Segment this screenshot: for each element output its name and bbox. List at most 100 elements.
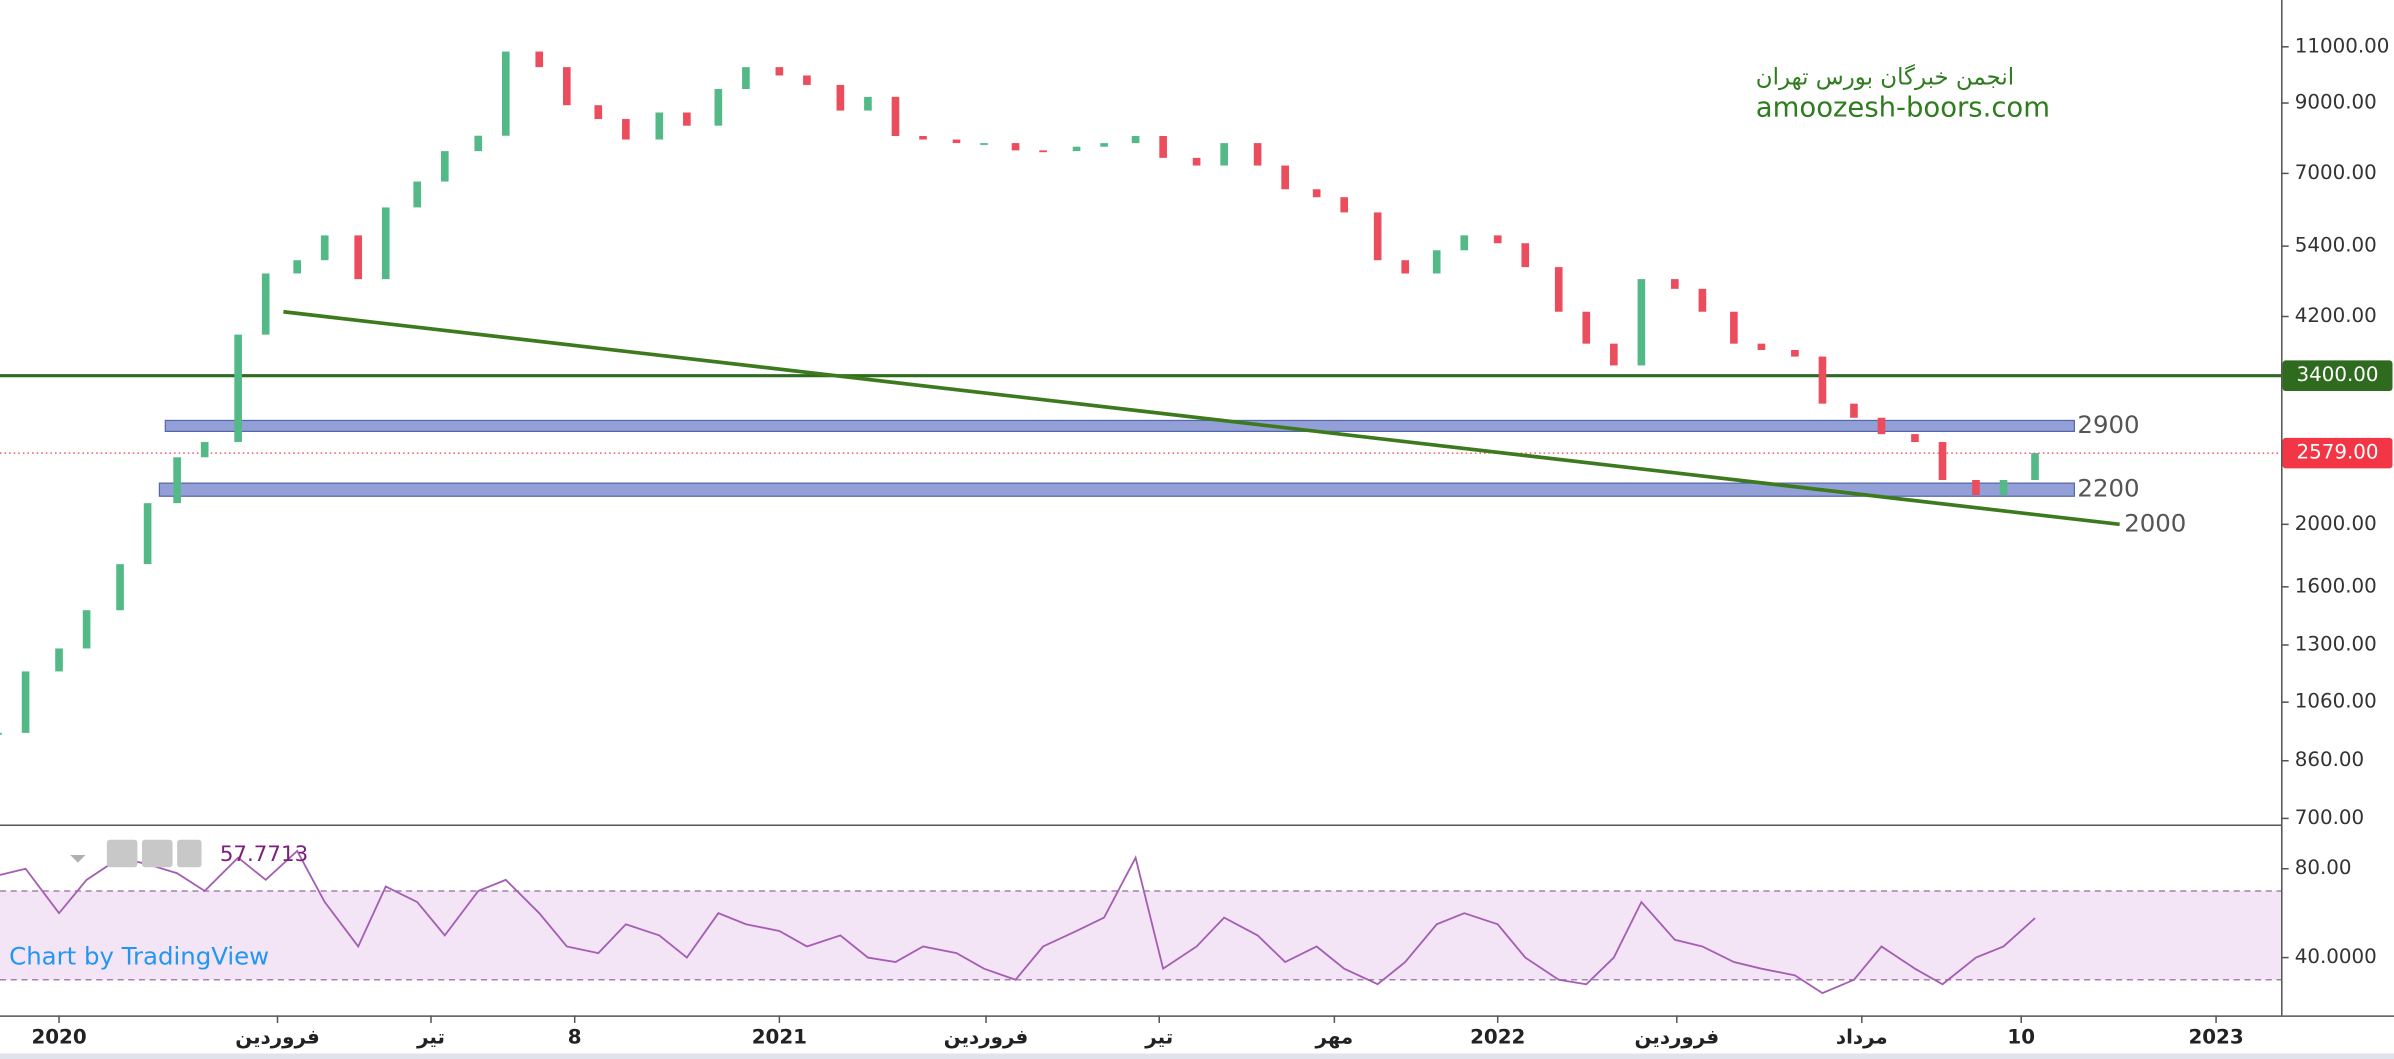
collapse-icon[interactable]: [70, 855, 86, 863]
candle: [1039, 150, 1047, 153]
y-tick-label: 11000.00: [2295, 34, 2390, 57]
candle: [1432, 250, 1441, 274]
back-layer: [0, 374, 2282, 981]
y-tick-label: 700.00: [2295, 806, 2364, 829]
candle: [594, 105, 603, 120]
trend-line: [283, 309, 2120, 527]
candle: [683, 112, 691, 126]
candle: [1938, 442, 1947, 480]
rsi-value: 57.7713: [220, 842, 308, 867]
candle: [535, 51, 544, 68]
x-tick-label: 10: [2007, 1026, 2035, 1049]
y-tick-label: 1300.00: [2295, 633, 2377, 656]
candle: [1159, 136, 1167, 158]
candle: [742, 67, 750, 90]
candle: [474, 135, 483, 152]
candle: [320, 235, 329, 261]
candle: [622, 119, 630, 140]
candle: [261, 273, 270, 335]
level-label: 3400.00: [2297, 363, 2379, 386]
trend-label: 2000: [2124, 508, 2186, 537]
front-layer: 700.00 860.00 1060.00 1300.00 1600.00 2000.00…: [31, 34, 2393, 1049]
x-tick-label: 2022: [1470, 1026, 1525, 1049]
marks-layer: [0, 51, 2120, 995]
candle: [173, 457, 181, 504]
y-tick-label: 1060.00: [2295, 690, 2377, 713]
zone-label: 2200: [2077, 474, 2139, 503]
candle: [200, 442, 209, 458]
watermark-persian: انجمن خبرگان بورس تهران: [1756, 63, 2014, 90]
candle: [952, 139, 961, 144]
candle: [1911, 434, 1919, 443]
candle: [891, 96, 900, 137]
candle: [1340, 197, 1349, 213]
zone: [158, 482, 2075, 497]
visibility-icon[interactable]: [141, 839, 173, 868]
candle: [2031, 453, 2039, 480]
x-tick-label: 2023: [2188, 1026, 2243, 1049]
y-tick-label: 7000.00: [2295, 161, 2377, 184]
candle: [1011, 143, 1020, 151]
candle: [1637, 279, 1646, 366]
x-tick-label: 2021: [752, 1026, 807, 1049]
level-tag: [2282, 360, 2393, 391]
y-tick-label: 860.00: [2295, 748, 2364, 771]
candle: [714, 89, 723, 126]
candle: [980, 143, 988, 145]
candle: [1757, 343, 1766, 350]
x-tick-label: 8: [568, 1026, 582, 1049]
candle: [655, 112, 664, 140]
candle: [1100, 143, 1108, 147]
candle: [775, 67, 784, 76]
x-tick-label: مهر: [1315, 1026, 1354, 1049]
tradingview-credit[interactable]: Chart by TradingView: [9, 941, 269, 970]
candle: [1401, 260, 1410, 274]
candle: [1850, 403, 1858, 418]
candle: [1791, 349, 1799, 357]
candle: [1972, 479, 1980, 495]
candle: [1192, 157, 1201, 166]
last-price-label: 2579.00: [2297, 441, 2379, 464]
candle: [440, 151, 449, 182]
candle: [1582, 311, 1591, 344]
rsi-header: 57.7713: [70, 839, 308, 868]
x-tick-label: تیر: [416, 1026, 445, 1049]
candle: [116, 564, 124, 611]
bottom-strip: [0, 1053, 2394, 1059]
candle: [803, 75, 811, 85]
candle: [82, 610, 91, 649]
x-tick-label: 2020: [31, 1026, 86, 1049]
candle: [381, 207, 390, 280]
candle: [1610, 343, 1618, 366]
y-tick-label: 9000.00: [2295, 91, 2377, 114]
candle: [1131, 136, 1140, 144]
y-tick-label: 4200.00: [2295, 304, 2377, 327]
rsi-tick-label: 40.0000: [2295, 945, 2377, 968]
candle: [562, 67, 571, 106]
candle: [1730, 311, 1738, 344]
candle: [1818, 356, 1827, 404]
y-tick-label: 1600.00: [2295, 574, 2377, 597]
settings-icon[interactable]: [106, 839, 138, 868]
candle: [1521, 243, 1530, 268]
candle: [1493, 235, 1502, 244]
candle: [354, 235, 363, 280]
candle: [0, 732, 2, 735]
candle: [501, 51, 510, 136]
candle: [1460, 235, 1469, 251]
candle: [1698, 288, 1707, 312]
zone: [164, 419, 2075, 432]
y-tick-label: 2000.00: [2295, 512, 2377, 535]
last-price-tag: [2282, 437, 2393, 469]
candle: [864, 96, 872, 111]
candle: [1312, 189, 1321, 198]
candle: [919, 136, 927, 140]
candle: [1072, 146, 1081, 152]
candle: [143, 503, 152, 565]
x-tick-label: فروردین: [1635, 1026, 1720, 1049]
close-icon[interactable]: [177, 839, 202, 868]
